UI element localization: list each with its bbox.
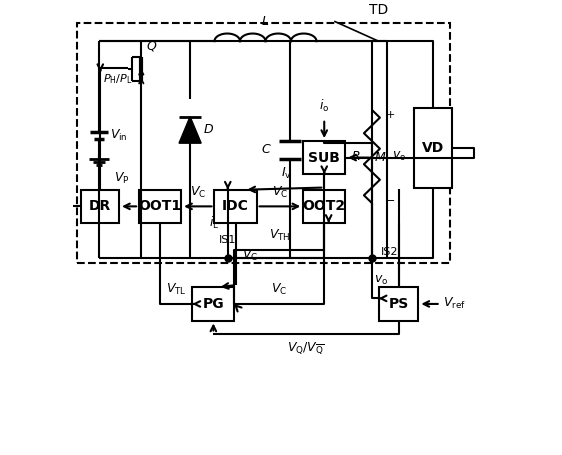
Bar (303, 190, 345, 223)
Text: $V_{\rm ref}$: $V_{\rm ref}$ (443, 296, 466, 312)
Text: IS1: IS1 (219, 235, 237, 245)
Text: $P_{\rm H}/P_{\rm L}$: $P_{\rm H}/P_{\rm L}$ (102, 72, 132, 86)
Text: $V_{\rm Q}/V_{\rm \overline{Q}}$: $V_{\rm Q}/V_{\rm \overline{Q}}$ (287, 340, 325, 357)
Polygon shape (179, 116, 201, 143)
Text: $V_{\rm C}$: $V_{\rm C}$ (190, 185, 206, 200)
Text: $i_{\rm o}$: $i_{\rm o}$ (319, 98, 329, 114)
Text: $V_{\rm TL}$: $V_{\rm TL}$ (166, 282, 187, 297)
Text: $D$: $D$ (203, 123, 215, 136)
Text: $V_{\rm C}$: $V_{\rm C}$ (242, 248, 259, 263)
Text: OOT1: OOT1 (139, 199, 182, 213)
Text: $C$: $C$ (261, 143, 272, 157)
Text: PS: PS (388, 297, 409, 311)
Bar (139, 190, 181, 223)
Text: $V_{\rm P}$: $V_{\rm P}$ (114, 171, 129, 186)
Text: $V_{\rm C}$: $V_{\rm C}$ (272, 185, 288, 200)
Text: DR: DR (89, 199, 111, 213)
Text: $v_{\rm o}$: $v_{\rm o}$ (392, 150, 406, 163)
Bar (414, 108, 452, 187)
Text: $-$: $-$ (385, 194, 395, 203)
Text: $Q$: $Q$ (146, 39, 157, 53)
Bar (192, 287, 234, 321)
Text: $V_{\rm C}$: $V_{\rm C}$ (271, 282, 287, 297)
Text: $R$: $R$ (351, 150, 361, 163)
Text: PG: PG (202, 297, 224, 311)
Text: OOT2: OOT2 (303, 199, 346, 213)
Text: SUB: SUB (309, 151, 340, 165)
Bar (379, 287, 419, 321)
Text: $V_{\rm in}$: $V_{\rm in}$ (110, 128, 128, 143)
Bar (77, 24, 450, 263)
Bar (81, 190, 119, 223)
Text: $M$: $M$ (374, 151, 387, 164)
Text: $V_{\rm TH}$: $V_{\rm TH}$ (269, 228, 290, 243)
Text: VD: VD (422, 141, 444, 155)
Bar (303, 141, 345, 174)
Text: IS2: IS2 (381, 247, 398, 257)
Text: $L$: $L$ (261, 15, 270, 28)
Text: $i_{\rm L}$: $i_{\rm L}$ (209, 215, 219, 231)
Text: $+$: $+$ (385, 109, 396, 120)
Text: IDC: IDC (222, 199, 249, 213)
Bar (215, 190, 257, 223)
Text: $v_{\rm o}$: $v_{\rm o}$ (374, 274, 388, 287)
Text: $I_{\rm v}$: $I_{\rm v}$ (280, 166, 291, 181)
Text: TD: TD (369, 3, 388, 17)
